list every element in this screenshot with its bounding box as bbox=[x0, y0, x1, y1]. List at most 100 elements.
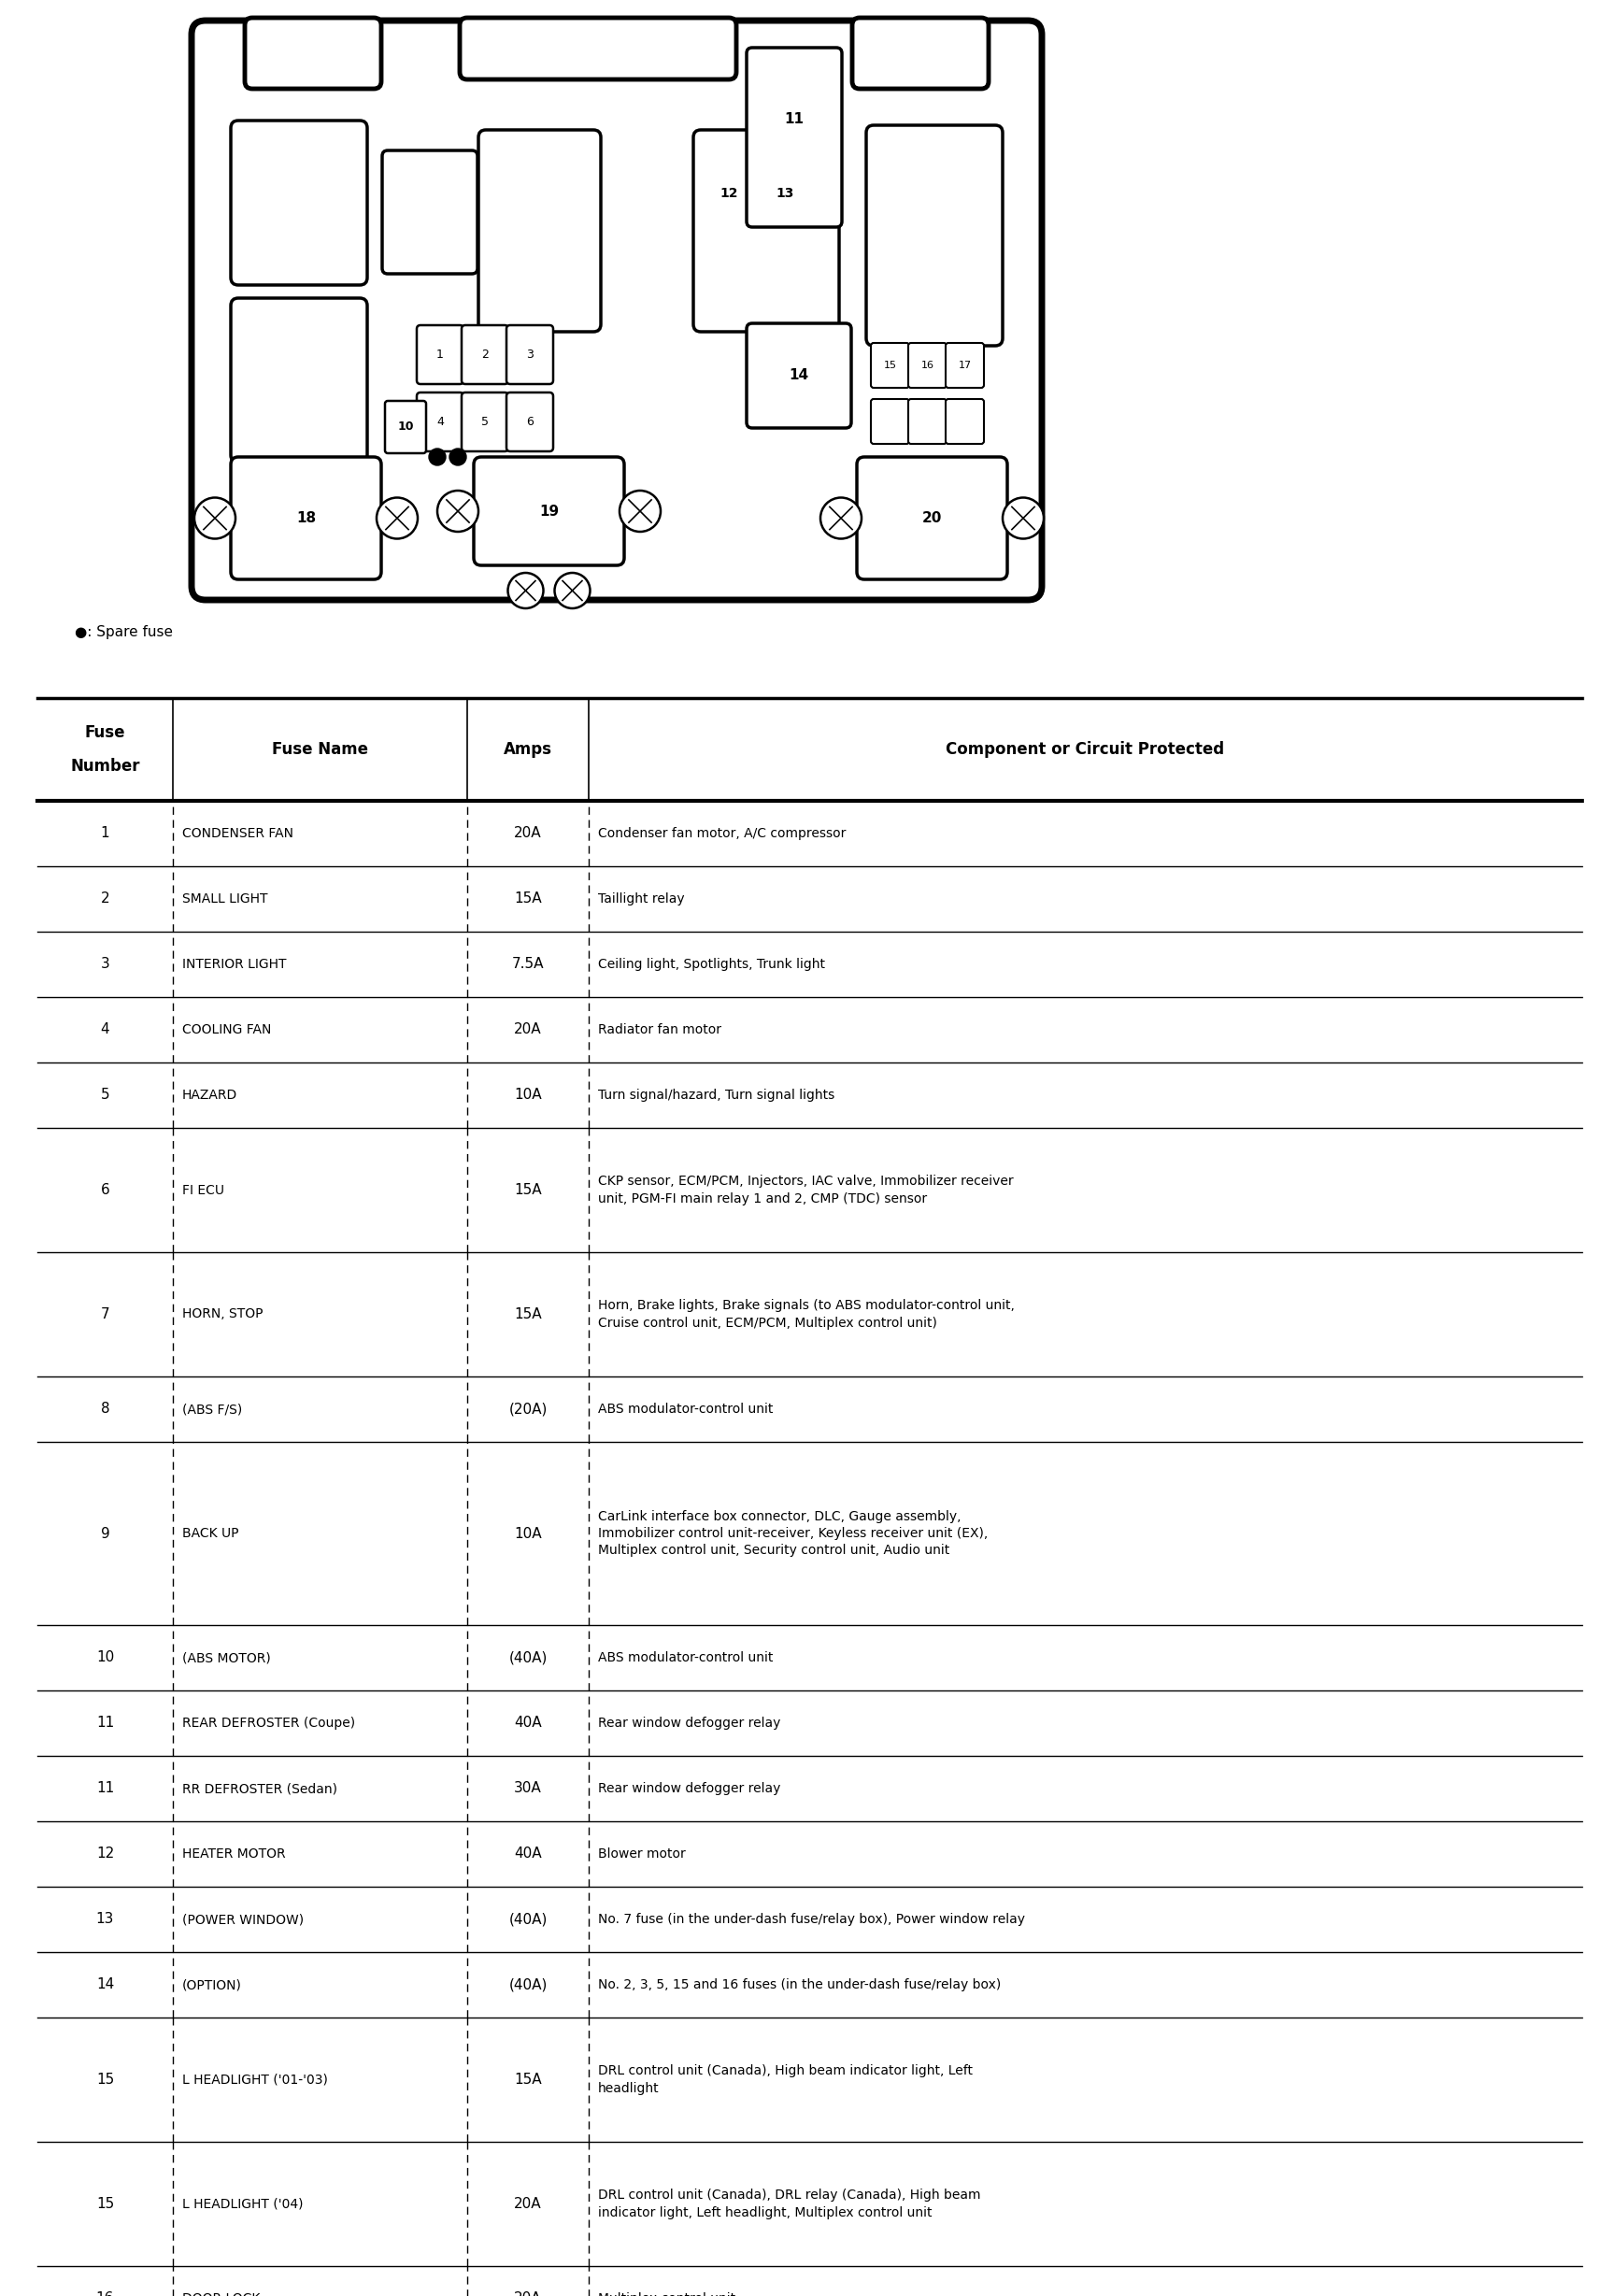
Text: HEATER MOTOR: HEATER MOTOR bbox=[182, 1848, 285, 1860]
FancyBboxPatch shape bbox=[417, 326, 464, 383]
Text: BACK UP: BACK UP bbox=[182, 1527, 238, 1541]
Text: Horn, Brake lights, Brake signals (to ABS modulator-control unit,
Cruise control: Horn, Brake lights, Brake signals (to AB… bbox=[597, 1300, 1014, 1329]
Text: 9: 9 bbox=[100, 1527, 109, 1541]
Text: 3: 3 bbox=[100, 957, 109, 971]
FancyBboxPatch shape bbox=[192, 21, 1042, 599]
FancyBboxPatch shape bbox=[460, 18, 736, 80]
FancyBboxPatch shape bbox=[694, 131, 839, 331]
Text: (20A): (20A) bbox=[509, 1403, 547, 1417]
Text: 20A: 20A bbox=[514, 2291, 543, 2296]
Text: DRL control unit (Canada), High beam indicator light, Left
headlight: DRL control unit (Canada), High beam ind… bbox=[597, 2064, 972, 2094]
Text: 2: 2 bbox=[100, 891, 109, 907]
Circle shape bbox=[377, 498, 417, 540]
Text: 20A: 20A bbox=[514, 827, 543, 840]
FancyBboxPatch shape bbox=[908, 400, 947, 443]
Text: Turn signal/hazard, Turn signal lights: Turn signal/hazard, Turn signal lights bbox=[597, 1088, 834, 1102]
Text: 8: 8 bbox=[100, 1403, 109, 1417]
FancyBboxPatch shape bbox=[417, 393, 464, 452]
FancyBboxPatch shape bbox=[945, 342, 984, 388]
Text: CarLink interface box connector, DLC, Gauge assembly,
Immobilizer control unit-r: CarLink interface box connector, DLC, Ga… bbox=[597, 1511, 989, 1557]
Text: COOLING FAN: COOLING FAN bbox=[182, 1024, 272, 1035]
Text: (40A): (40A) bbox=[509, 1651, 547, 1665]
Text: Rear window defogger relay: Rear window defogger relay bbox=[597, 1782, 781, 1795]
FancyBboxPatch shape bbox=[507, 393, 554, 452]
FancyBboxPatch shape bbox=[507, 326, 554, 383]
Text: (OPTION): (OPTION) bbox=[182, 1979, 241, 1991]
Text: 10A: 10A bbox=[514, 1527, 543, 1541]
Text: (POWER WINDOW): (POWER WINDOW) bbox=[182, 1913, 304, 1926]
FancyBboxPatch shape bbox=[230, 298, 367, 461]
Text: DOOR LOCK: DOOR LOCK bbox=[182, 2291, 261, 2296]
Text: 4: 4 bbox=[100, 1022, 109, 1038]
Text: 20: 20 bbox=[923, 512, 942, 526]
FancyBboxPatch shape bbox=[908, 342, 947, 388]
Text: 15: 15 bbox=[97, 2073, 114, 2087]
Text: HAZARD: HAZARD bbox=[182, 1088, 238, 1102]
Text: 3: 3 bbox=[526, 349, 533, 360]
Text: 16: 16 bbox=[921, 360, 934, 370]
Text: 12: 12 bbox=[97, 1846, 114, 1862]
Text: Multiplex control unit: Multiplex control unit bbox=[597, 2291, 736, 2296]
Circle shape bbox=[821, 498, 861, 540]
Text: ABS modulator-control unit: ABS modulator-control unit bbox=[597, 1403, 773, 1417]
FancyBboxPatch shape bbox=[382, 152, 478, 273]
Circle shape bbox=[428, 448, 446, 466]
Circle shape bbox=[449, 448, 467, 466]
Text: 40A: 40A bbox=[514, 1715, 543, 1731]
FancyBboxPatch shape bbox=[462, 393, 509, 452]
FancyBboxPatch shape bbox=[230, 457, 382, 579]
Text: No. 2, 3, 5, 15 and 16 fuses (in the under-dash fuse/relay box): No. 2, 3, 5, 15 and 16 fuses (in the und… bbox=[597, 1979, 1001, 1991]
Text: 15A: 15A bbox=[514, 1182, 543, 1196]
FancyBboxPatch shape bbox=[747, 324, 852, 427]
Text: 15A: 15A bbox=[514, 891, 543, 907]
Text: 11: 11 bbox=[784, 113, 803, 126]
Text: 7.5A: 7.5A bbox=[512, 957, 544, 971]
Circle shape bbox=[507, 572, 543, 608]
FancyBboxPatch shape bbox=[747, 48, 842, 227]
Text: Condenser fan motor, A/C compressor: Condenser fan motor, A/C compressor bbox=[597, 827, 845, 840]
Text: Amps: Amps bbox=[504, 742, 552, 758]
Text: 5: 5 bbox=[481, 416, 489, 427]
Text: 20A: 20A bbox=[514, 2197, 543, 2211]
Text: 19: 19 bbox=[539, 505, 559, 519]
Text: 10: 10 bbox=[398, 420, 414, 434]
Text: 11: 11 bbox=[97, 1715, 114, 1731]
FancyBboxPatch shape bbox=[245, 18, 382, 90]
Text: 5: 5 bbox=[100, 1088, 109, 1102]
Text: 13: 13 bbox=[97, 1913, 114, 1926]
Text: 1: 1 bbox=[100, 827, 109, 840]
Text: 14: 14 bbox=[789, 370, 808, 383]
FancyBboxPatch shape bbox=[871, 400, 910, 443]
Circle shape bbox=[554, 572, 591, 608]
Text: Component or Circuit Protected: Component or Circuit Protected bbox=[947, 742, 1225, 758]
Text: Taillight relay: Taillight relay bbox=[597, 893, 684, 905]
Text: 30A: 30A bbox=[514, 1782, 543, 1795]
Text: (40A): (40A) bbox=[509, 1977, 547, 1993]
Text: (ABS MOTOR): (ABS MOTOR) bbox=[182, 1651, 270, 1665]
FancyBboxPatch shape bbox=[478, 131, 601, 331]
FancyBboxPatch shape bbox=[852, 18, 989, 90]
Circle shape bbox=[438, 491, 478, 533]
Text: REAR DEFROSTER (Coupe): REAR DEFROSTER (Coupe) bbox=[182, 1717, 356, 1729]
Text: 4: 4 bbox=[436, 416, 444, 427]
Text: Fuse: Fuse bbox=[85, 723, 126, 742]
Circle shape bbox=[1003, 498, 1043, 540]
Text: 16: 16 bbox=[97, 2291, 114, 2296]
FancyBboxPatch shape bbox=[871, 342, 910, 388]
Text: 6: 6 bbox=[526, 416, 533, 427]
Text: 14: 14 bbox=[97, 1977, 114, 1993]
Text: Number: Number bbox=[71, 758, 140, 774]
Text: L HEADLIGHT ('04): L HEADLIGHT ('04) bbox=[182, 2197, 303, 2211]
Text: L HEADLIGHT ('01-'03): L HEADLIGHT ('01-'03) bbox=[182, 2073, 328, 2087]
Text: 2: 2 bbox=[481, 349, 489, 360]
Circle shape bbox=[620, 491, 660, 533]
Text: 15: 15 bbox=[884, 360, 897, 370]
Text: HORN, STOP: HORN, STOP bbox=[182, 1309, 262, 1320]
Text: 15: 15 bbox=[97, 2197, 114, 2211]
Text: 15A: 15A bbox=[514, 1306, 543, 1320]
Text: Blower motor: Blower motor bbox=[597, 1848, 686, 1860]
Text: (ABS F/S): (ABS F/S) bbox=[182, 1403, 241, 1417]
FancyBboxPatch shape bbox=[230, 122, 367, 285]
Text: 11: 11 bbox=[97, 1782, 114, 1795]
Text: RR DEFROSTER (Sedan): RR DEFROSTER (Sedan) bbox=[182, 1782, 338, 1795]
